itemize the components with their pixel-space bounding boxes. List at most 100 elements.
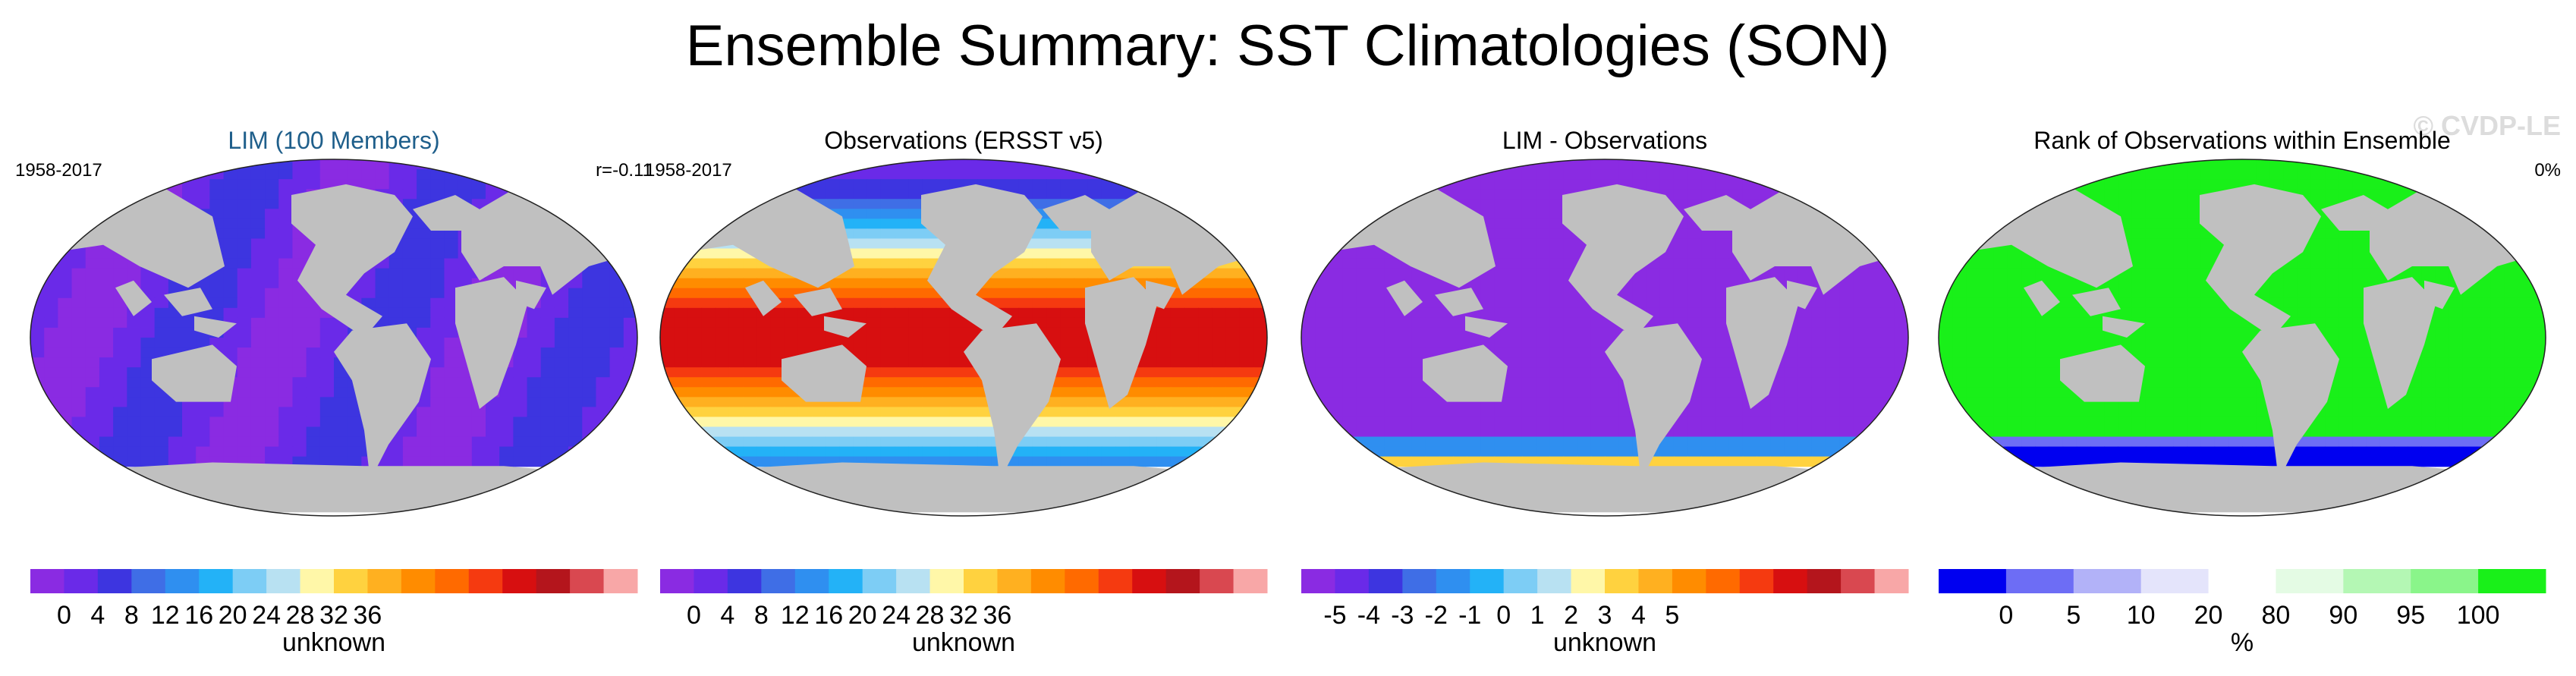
sst-cell xyxy=(1757,436,1771,448)
sst-cell xyxy=(1370,347,1385,358)
sst-cell xyxy=(1966,179,1981,190)
sst-cell xyxy=(568,387,583,398)
sst-cell xyxy=(1074,297,1089,309)
sst-cell xyxy=(154,446,169,457)
sst-cell xyxy=(2242,159,2257,170)
colorbar-tick-label: 24 xyxy=(252,601,281,630)
sst-cell xyxy=(1225,327,1241,338)
sst-cell xyxy=(1046,169,1061,180)
sst-cell xyxy=(1074,307,1089,319)
sst-cell xyxy=(596,288,611,299)
sst-cell xyxy=(417,436,431,448)
sst-cell xyxy=(319,397,335,407)
sst-cell xyxy=(2118,179,2133,190)
sst-cell xyxy=(2518,228,2533,240)
sst-cell xyxy=(444,338,459,348)
sst-cell xyxy=(1508,347,1523,358)
sst-cell xyxy=(770,446,785,457)
sst-cell xyxy=(278,307,294,319)
land-mass xyxy=(1787,281,1817,310)
sst-cell xyxy=(1212,407,1227,418)
sst-cell xyxy=(1825,307,1840,319)
sst-cell xyxy=(486,426,500,438)
sst-cell xyxy=(895,159,909,170)
sst-cell xyxy=(582,159,597,170)
sst-cell xyxy=(1577,327,1592,338)
sst-cell xyxy=(1590,317,1606,329)
sst-cell xyxy=(1356,179,1371,190)
sst-cell xyxy=(1853,377,1868,388)
sst-cell xyxy=(1074,228,1089,240)
sst-cell xyxy=(728,407,744,418)
sst-cell xyxy=(1742,426,1757,438)
sst-cell xyxy=(1880,238,1895,250)
sst-cell xyxy=(2518,209,2533,219)
sst-cell xyxy=(1212,278,1227,289)
sst-cell xyxy=(1770,159,1785,170)
sst-cell xyxy=(756,347,772,358)
sst-cell xyxy=(596,377,611,388)
sst-cell xyxy=(1659,169,1675,180)
sst-cell xyxy=(582,199,597,209)
sst-cell xyxy=(609,179,624,190)
sst-cell xyxy=(1060,258,1075,269)
sst-cell xyxy=(2021,159,2036,170)
sst-cell xyxy=(1356,317,1371,329)
sst-cell xyxy=(1549,209,1565,219)
sst-cell xyxy=(1425,159,1440,170)
sst-cell xyxy=(1212,209,1227,219)
sst-cell xyxy=(44,307,58,319)
sst-cell xyxy=(743,367,757,378)
sst-cell xyxy=(1728,397,1744,407)
sst-cell xyxy=(1184,169,1199,180)
sst-cell xyxy=(2159,278,2174,289)
sst-cell xyxy=(1673,417,1688,428)
sst-cell xyxy=(936,367,951,378)
sst-cell xyxy=(44,367,58,378)
sst-cell xyxy=(2145,189,2160,200)
sst-cell xyxy=(1673,199,1688,209)
sst-cell xyxy=(1563,338,1578,348)
sst-cell xyxy=(499,179,514,190)
sst-cell xyxy=(660,268,675,279)
sst-cell xyxy=(334,397,348,407)
sst-cell xyxy=(265,228,279,240)
sst-cell xyxy=(209,209,225,219)
sst-cell xyxy=(2531,219,2546,229)
sst-cell xyxy=(1239,338,1254,348)
sst-cell xyxy=(1301,209,1316,219)
sst-cell xyxy=(1253,397,1267,407)
sst-cell xyxy=(1673,179,1688,190)
sst-cell xyxy=(417,397,431,407)
sst-cell xyxy=(250,307,266,319)
sst-cell xyxy=(674,317,688,329)
sst-cell xyxy=(265,189,279,200)
sst-cell xyxy=(1425,397,1440,407)
sst-cell xyxy=(44,456,58,467)
sst-cell xyxy=(568,209,583,219)
sst-cell xyxy=(1939,238,1953,250)
sst-cell xyxy=(1508,327,1523,338)
sst-cell xyxy=(1060,436,1075,448)
sst-cell xyxy=(660,258,675,269)
sst-cell xyxy=(1536,258,1550,269)
sst-cell xyxy=(223,446,238,457)
sst-cell xyxy=(609,307,624,319)
sst-cell xyxy=(797,327,813,338)
sst-cell xyxy=(1728,436,1744,448)
sst-cell xyxy=(964,377,978,388)
sst-cell xyxy=(1590,377,1606,388)
sst-cell xyxy=(1115,436,1130,448)
sst-cell xyxy=(1439,169,1454,180)
sst-cell xyxy=(674,219,688,229)
sst-cell xyxy=(1549,417,1565,428)
sst-cell xyxy=(1356,426,1371,438)
sst-cell xyxy=(1798,327,1813,338)
sst-cell xyxy=(237,169,252,180)
sst-cell xyxy=(1673,189,1688,200)
sst-cell xyxy=(1356,367,1371,378)
sst-cell xyxy=(1563,426,1578,438)
sst-cell xyxy=(2283,288,2298,299)
sst-cell xyxy=(1074,317,1089,329)
sst-cell xyxy=(880,297,895,309)
